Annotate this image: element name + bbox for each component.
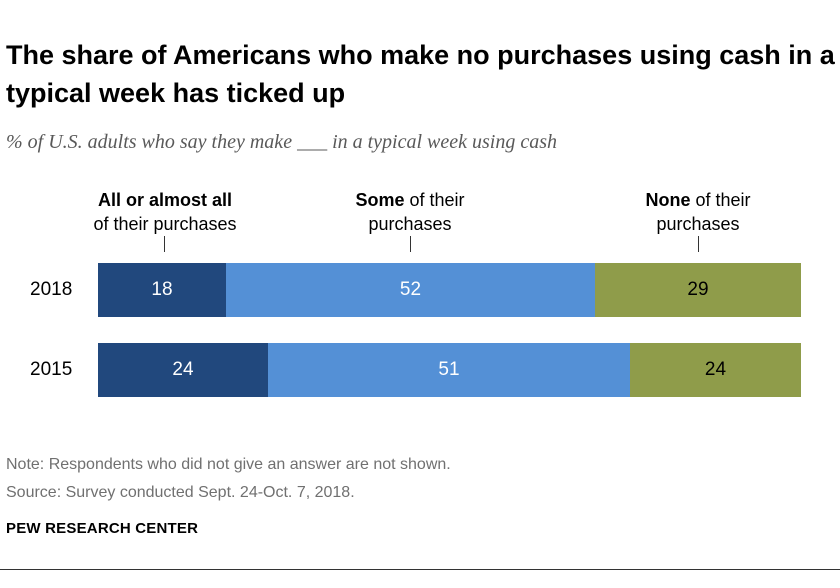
legend-label-all-bold: All or almost all <box>97 190 233 210</box>
chart-subtitle: % of U.S. adults who say they make ___ i… <box>6 131 558 153</box>
data-label-2018-some: 52 <box>399 279 422 300</box>
data-label-2018-all: 18 <box>151 279 173 300</box>
chart-note: Note: Respondents who did not give an an… <box>6 456 451 473</box>
bar-2018-none: 29 <box>595 263 801 317</box>
legend-tick-none <box>698 236 699 252</box>
legend-label-none: None of their purchases <box>598 188 798 236</box>
data-label-2015-all: 24 <box>172 359 194 380</box>
bar-2015-all: 24 <box>98 343 268 397</box>
legend-label-all: All or almost all of their purchases <box>60 188 270 236</box>
legend-label-none-rest2: purchases <box>656 214 740 234</box>
legend-label-all-rest: of their purchases <box>93 214 237 234</box>
bar-2018-some: 52 <box>226 263 595 317</box>
data-label-2015-none: 24 <box>704 359 727 380</box>
legend-label-some-bold: Some <box>355 190 405 210</box>
chart-source: Source: Survey conducted Sept. 24-Oct. 7… <box>6 484 355 501</box>
bar-2015-some: 51 <box>268 343 630 397</box>
data-label-2018-none: 29 <box>687 279 709 300</box>
data-label-2015-some: 51 <box>438 359 460 380</box>
bottom-rule <box>0 569 840 570</box>
brand-label: PEW RESEARCH CENTER <box>6 520 199 537</box>
year-label-2018: 2018 <box>30 279 73 300</box>
legend-tick-all <box>164 236 165 252</box>
legend-label-some-rest1: of their <box>404 190 465 210</box>
legend-label-some: Some of their purchases <box>310 188 510 236</box>
legend-tick-some <box>410 236 411 252</box>
chart-title: The share of Americans who make no purch… <box>6 40 835 108</box>
legend-label-some-rest2: purchases <box>368 214 452 234</box>
bar-2015-none: 24 <box>630 343 801 397</box>
year-label-2015: 2015 <box>30 359 73 380</box>
legend-label-none-bold: None <box>645 190 691 210</box>
legend-label-none-rest1: of their <box>690 190 751 210</box>
bar-2018-all: 18 <box>98 263 226 317</box>
